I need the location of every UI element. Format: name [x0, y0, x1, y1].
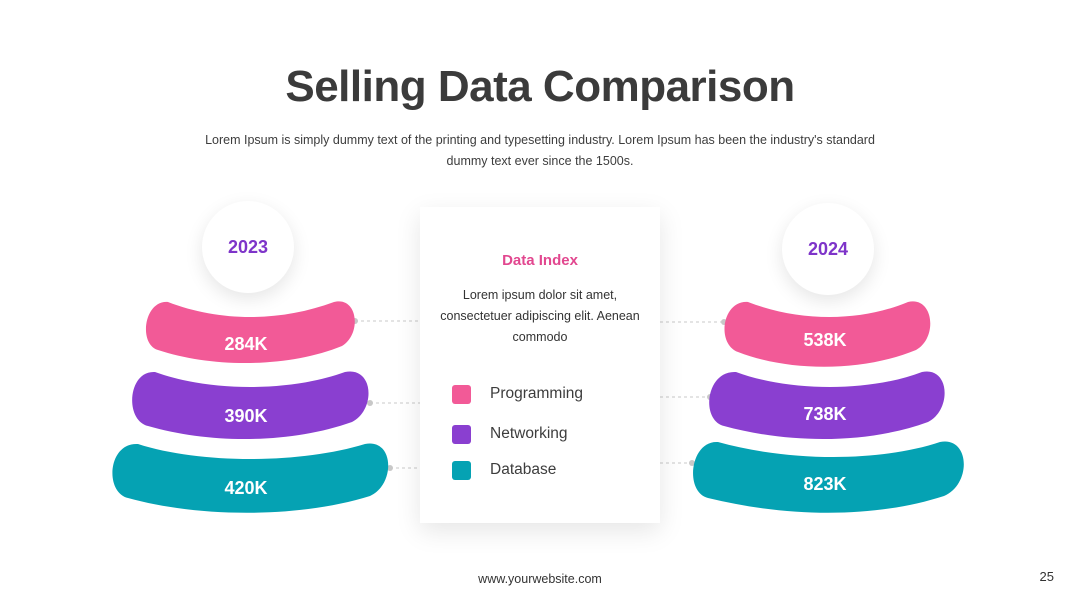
- value-2023-networking: 390K: [224, 406, 267, 426]
- year-2024-badge: 2024: [782, 203, 874, 295]
- legend-item-database: Database: [452, 459, 556, 481]
- value-2024-database: 823K: [803, 474, 846, 494]
- legend-label: Networking: [490, 425, 568, 442]
- slide-title: Selling Data Comparison: [285, 62, 795, 111]
- connector-dot: [367, 400, 373, 406]
- year-2023-badge: 2023: [202, 201, 294, 293]
- band-2023-programming: [145, 301, 355, 364]
- legend-swatch: [452, 460, 471, 480]
- connector-dot: [387, 465, 393, 471]
- band-2023-database: [112, 443, 389, 513]
- value-2023-database: 420K: [224, 478, 267, 498]
- footer-website[interactable]: www.yourwebsite.com: [478, 572, 602, 586]
- legend-swatch: [452, 424, 471, 444]
- slide-subtitle: Lorem Ipsum is simply dummy text of the …: [205, 133, 875, 168]
- card-body-text: Lorem ipsum dolor sit amet, consectetuer…: [440, 288, 640, 344]
- legend-swatch: [452, 384, 471, 404]
- legend-item-programming: Programming: [452, 383, 583, 405]
- band-2023-networking: [132, 371, 369, 440]
- band-2024-programming: [724, 301, 931, 367]
- value-2024-programming: 538K: [803, 330, 846, 350]
- band-2024-networking: [709, 371, 945, 440]
- card-title: Data Index: [502, 252, 578, 269]
- band-2024-database: [693, 441, 964, 513]
- value-2024-networking: 738K: [803, 404, 846, 424]
- data-index-card: Data Index Lorem ipsum dolor sit amet, c…: [420, 207, 660, 523]
- legend-label: Database: [490, 461, 557, 478]
- connector-dot: [689, 460, 695, 466]
- value-2023-programming: 284K: [224, 334, 267, 354]
- page-number: 25: [1039, 569, 1054, 584]
- legend-item-networking: Networking: [452, 423, 568, 445]
- legend-label: Programming: [490, 385, 584, 402]
